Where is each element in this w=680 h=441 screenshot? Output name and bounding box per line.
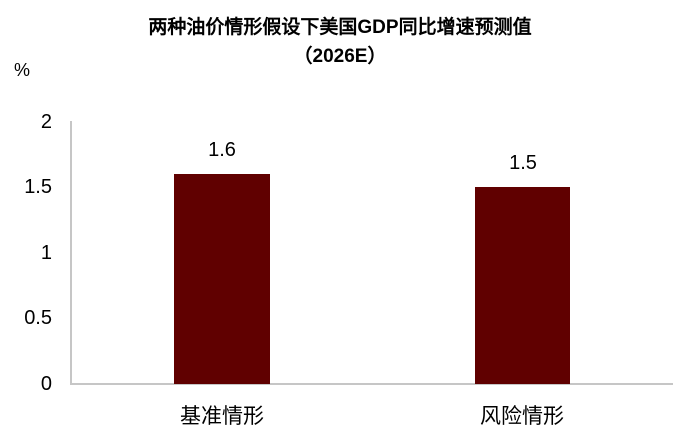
x-label-baseline: 基准情形	[180, 405, 264, 428]
y-tick-0-5: 0.5	[24, 307, 52, 329]
data-label-baseline: 1.6	[208, 139, 236, 161]
y-axis-unit: %	[14, 60, 31, 80]
chart-title: 两种油价情形假设下美国GDP同比增速预测值	[148, 17, 532, 38]
bar-baseline-scenario	[174, 174, 270, 384]
x-axis-line	[70, 383, 673, 385]
y-tick-2: 2	[40, 111, 52, 133]
y-axis-line	[70, 121, 72, 385]
y-tick-0: 0	[40, 373, 52, 395]
y-tick-1: 1	[40, 242, 52, 264]
y-tick-1-5: 1.5	[24, 176, 52, 198]
data-label-risk: 1.5	[509, 152, 537, 174]
bar-risk-scenario	[475, 187, 570, 384]
x-label-risk: 风险情形	[480, 405, 564, 428]
chart-subtitle: （2026E）	[293, 46, 387, 67]
